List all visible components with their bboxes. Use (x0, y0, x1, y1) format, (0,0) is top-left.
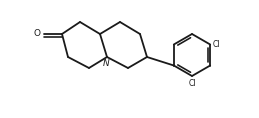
Text: N: N (103, 59, 109, 68)
Text: O: O (34, 30, 41, 38)
Text: Cl: Cl (212, 40, 220, 49)
Text: Cl: Cl (188, 79, 196, 88)
